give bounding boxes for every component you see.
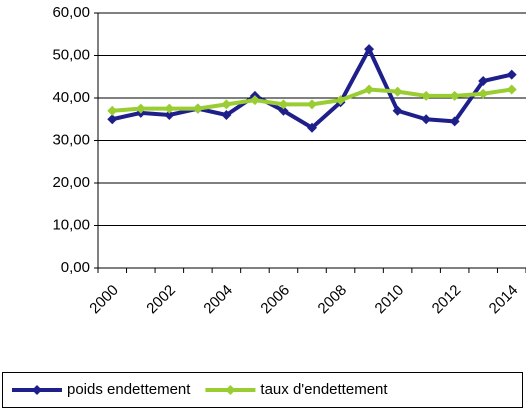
point xyxy=(392,86,403,97)
point xyxy=(107,105,118,116)
y-tick-label: 0,00 xyxy=(61,259,90,276)
legend-marker xyxy=(225,385,236,395)
point xyxy=(278,99,289,110)
legend-box xyxy=(2,372,523,408)
point xyxy=(449,90,460,101)
x-tick-label: 2014 xyxy=(486,282,522,318)
y-tick-label: 30,00 xyxy=(52,131,90,148)
x-tick-label: 2006 xyxy=(257,282,293,318)
point xyxy=(164,110,175,120)
x-tick-label: 2004 xyxy=(200,282,236,318)
x-tick-label: 2010 xyxy=(372,282,408,318)
point xyxy=(107,114,118,125)
point xyxy=(506,84,517,95)
point xyxy=(249,95,260,106)
y-tick-label: 60,00 xyxy=(52,4,90,21)
y-tick-label: 50,00 xyxy=(52,46,90,63)
point xyxy=(221,110,232,120)
y-tick-label: 40,00 xyxy=(52,89,90,106)
point xyxy=(506,69,517,80)
point xyxy=(164,103,175,114)
point xyxy=(478,76,489,86)
point xyxy=(392,105,403,116)
y-tick-label: 10,00 xyxy=(52,216,90,233)
x-tick-label: 2008 xyxy=(315,282,351,318)
x-tick-label: 2002 xyxy=(143,282,179,318)
point xyxy=(421,90,432,101)
point xyxy=(135,103,146,114)
point xyxy=(449,116,460,127)
point xyxy=(307,122,317,133)
point xyxy=(192,103,203,114)
y-tick-label: 20,00 xyxy=(52,174,90,191)
legend-marker xyxy=(32,385,42,395)
legend-label: poids endettement xyxy=(67,381,191,398)
point xyxy=(421,114,432,125)
x-tick-label: 2000 xyxy=(86,282,122,318)
point xyxy=(221,99,232,110)
point xyxy=(307,99,317,110)
point xyxy=(364,44,375,55)
x-tick-label: 2012 xyxy=(429,282,465,318)
point xyxy=(278,105,289,116)
point xyxy=(364,84,375,95)
point xyxy=(335,95,346,106)
point xyxy=(478,88,489,99)
legend-label: taux d'endettement xyxy=(260,381,388,398)
